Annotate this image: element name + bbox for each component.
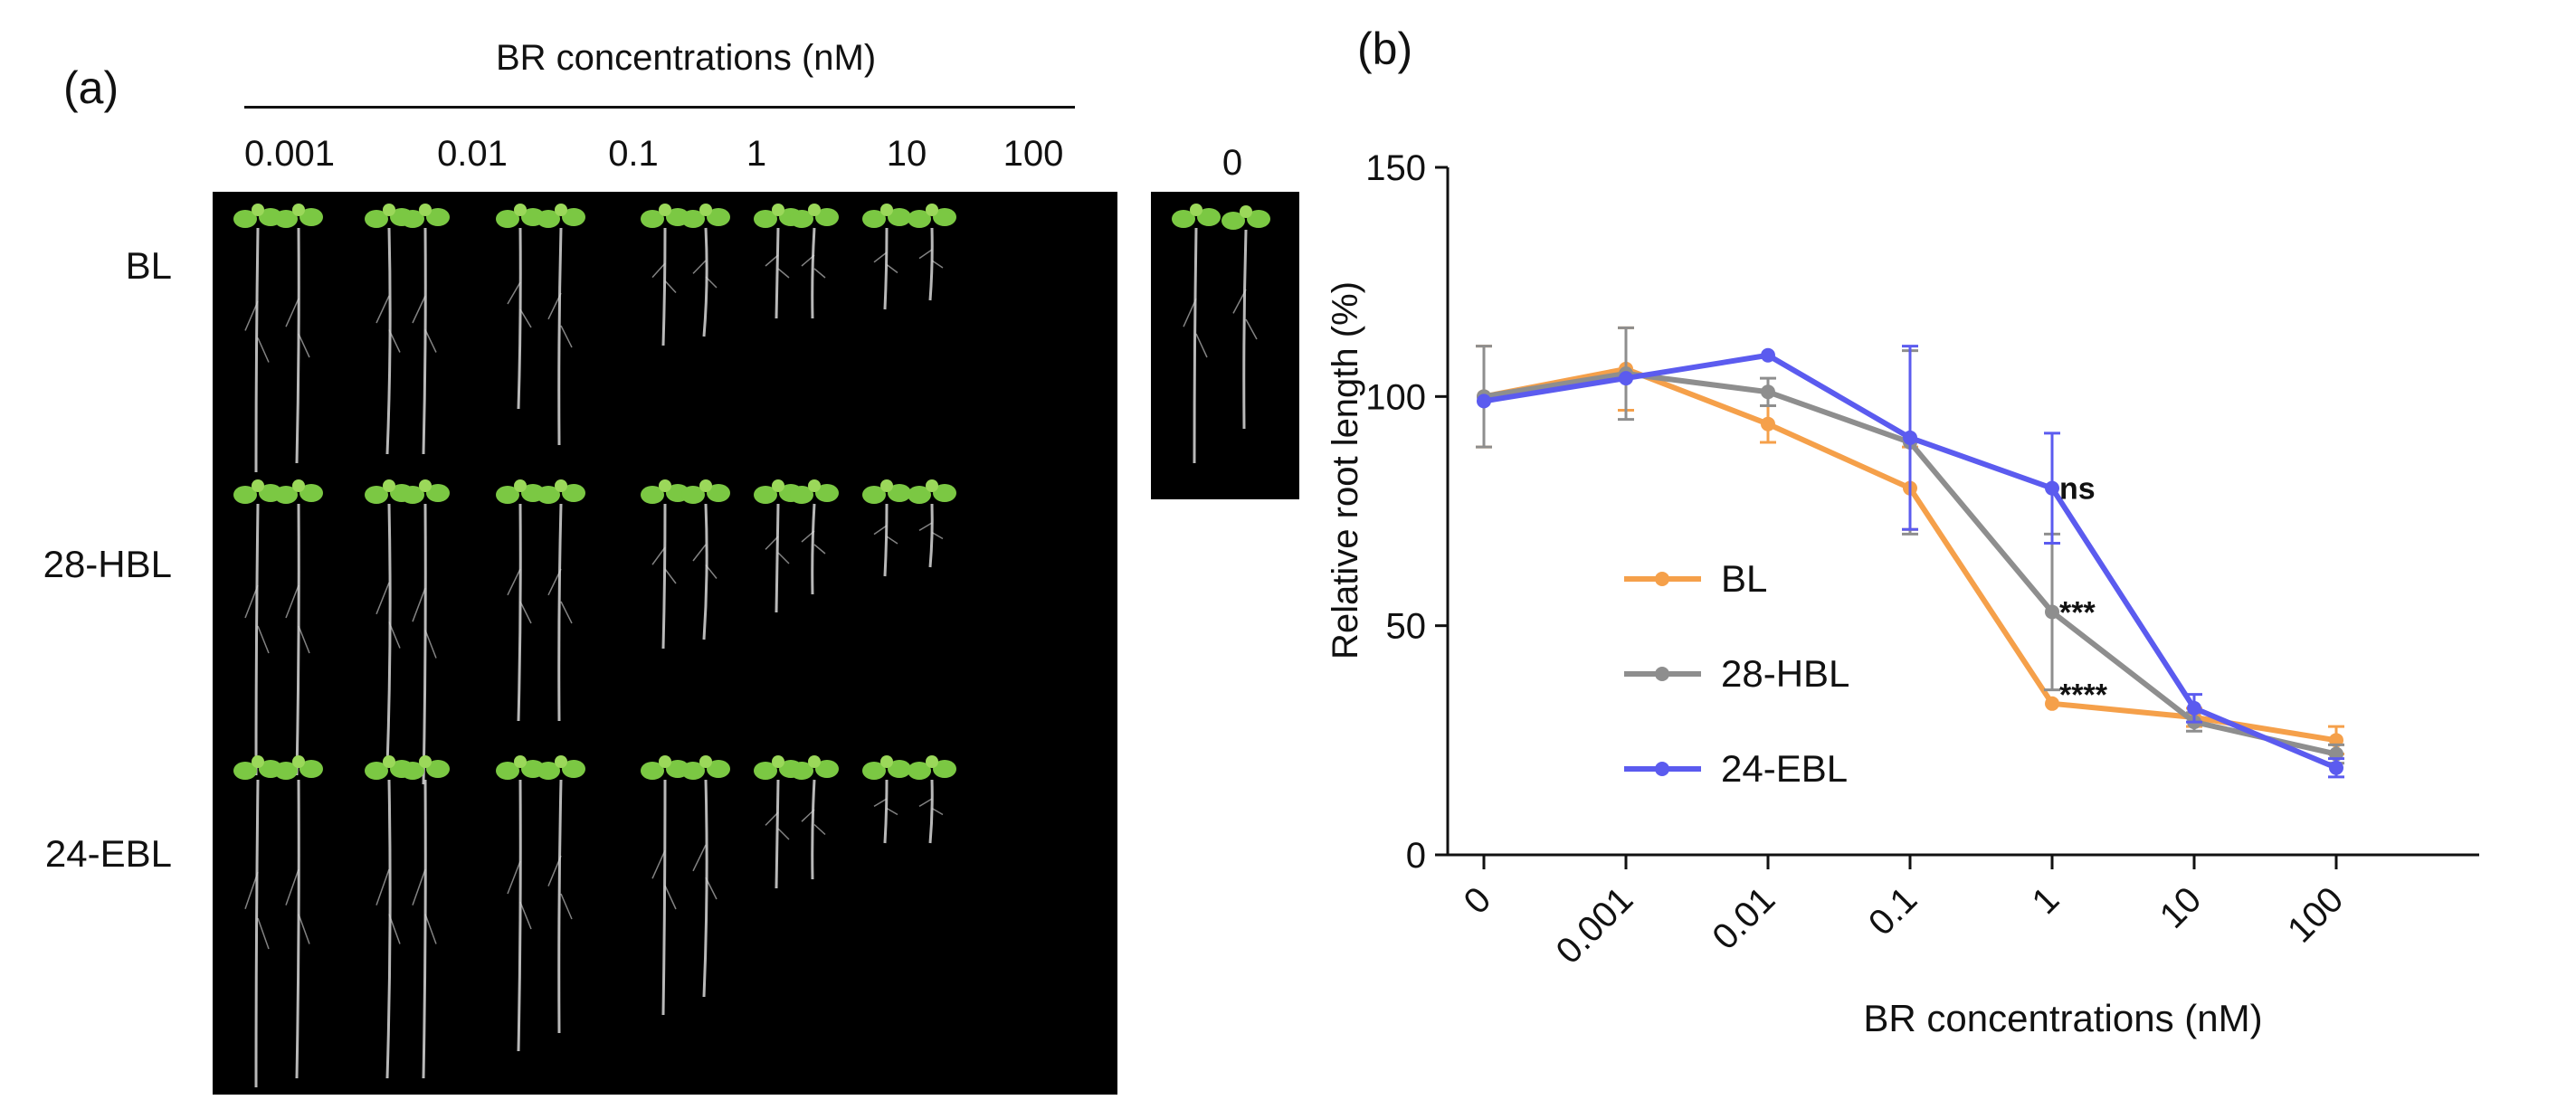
x-tick-label: 1 [2025,879,2067,922]
control-seedling-photo [1151,192,1299,499]
panel-b-label: (b) [1357,24,1413,74]
seedling [641,204,689,346]
legend-label: 24-EBL [1721,747,1848,790]
annotation-layer: ns******* [2059,472,2108,713]
legend: BL 28-HBL 24-EBL [1624,557,1849,790]
seedling [908,479,956,568]
legend-swatch-marker [1655,572,1669,586]
seedling [401,204,450,455]
data-point [1761,347,1775,363]
seedlings-control [1172,204,1270,464]
data-point [2045,696,2059,711]
legend-entry-24-EBL: 24-EBL [1624,747,1848,790]
x-axis-label: BR concentrations (nM) [1863,997,2262,1039]
seedling [862,755,911,844]
seedling [496,479,545,722]
seedling [537,204,585,446]
data-point [1619,371,1633,386]
y-axis-label: Relative root length (%) [1326,281,1365,659]
conc-label-1: 1 [746,134,767,174]
data-point [2187,700,2201,716]
seedling [496,204,545,410]
seedling [537,755,585,1034]
data-point [2329,760,2343,775]
x-tick-label: 10 [2153,879,2210,936]
seedlings-main [233,204,956,1088]
legend-swatch-marker [1655,762,1669,776]
seedling [681,204,730,337]
series-24-EBL [1477,345,2344,779]
seedling [401,755,450,1079]
data-point [1761,416,1775,431]
row-label-24EBL: 24-EBL [44,832,172,875]
legend-swatch-marker [1655,667,1669,681]
data-point [2045,480,2059,496]
x-tick-label: 0 [1457,879,1499,922]
y-tick-label: 100 [1365,377,1426,417]
row-label-BL: BL [125,244,172,287]
conc-label-100: 100 [1003,134,1064,174]
data-point [1903,430,1917,445]
seedling [365,755,413,1079]
data-point [1477,394,1491,409]
x-tick-label: 0.001 [1548,879,1640,972]
seedling [233,479,282,776]
seedling [790,479,839,595]
seedling [274,755,323,1079]
x-tick-label: 0.01 [1705,879,1782,957]
x-tick-label: 0.1 [1861,879,1925,943]
seedling [496,755,545,1052]
y-tick-label: 50 [1386,607,1427,647]
seedling [862,479,911,577]
conc-label-0.001: 0.001 [243,134,336,174]
seedling [233,755,282,1088]
seedling [908,755,956,844]
legend-label: 28-HBL [1721,652,1849,695]
seedling [641,479,689,650]
seedling-photo [213,192,1117,1095]
legend-entry-BL: BL [1624,557,1767,600]
seedling [908,204,956,301]
conc-label-control: 0 [1221,143,1243,183]
y-tick-label: 0 [1406,836,1426,876]
conc-label-0.01: 0.01 [437,134,508,174]
seedling [537,479,585,722]
y-tick-label: 150 [1365,148,1426,188]
data-point [1761,384,1775,400]
significance-label: *** [2059,595,2096,630]
seedling [681,755,730,998]
seedling [681,479,730,640]
root-length-chart: Relative root length (%) BR concentratio… [1326,148,2479,1039]
seedling [1221,205,1270,430]
seedling [365,479,413,767]
header-underline [244,106,1075,109]
significance-label: ns [2059,472,2096,507]
panel-a-header: BR concentrations (nM) [496,38,877,78]
significance-label: **** [2059,678,2108,713]
seedling [790,204,839,319]
seedling [365,204,413,455]
seedling [790,755,839,880]
seedling [1172,204,1221,464]
seedling [233,204,282,473]
panel-a-label: (a) [63,62,119,113]
seedling [274,204,323,464]
legend-entry-28-HBL: 28-HBL [1624,652,1849,695]
conc-label-0.1: 0.1 [608,134,659,174]
row-label-28HBL: 28-HBL [43,543,172,585]
seedling [401,479,450,785]
axes: 0 50 100 150 0 0.001 0.01 0.1 1 10 100 [1365,148,2479,972]
conc-label-10: 10 [886,134,927,174]
seedling [274,479,323,776]
seedling [862,204,911,310]
data-point [2045,604,2059,620]
series-layer [1476,326,2344,779]
seedling [641,755,689,1016]
legend-label: BL [1721,557,1767,600]
x-tick-label: 100 [2280,879,2351,950]
